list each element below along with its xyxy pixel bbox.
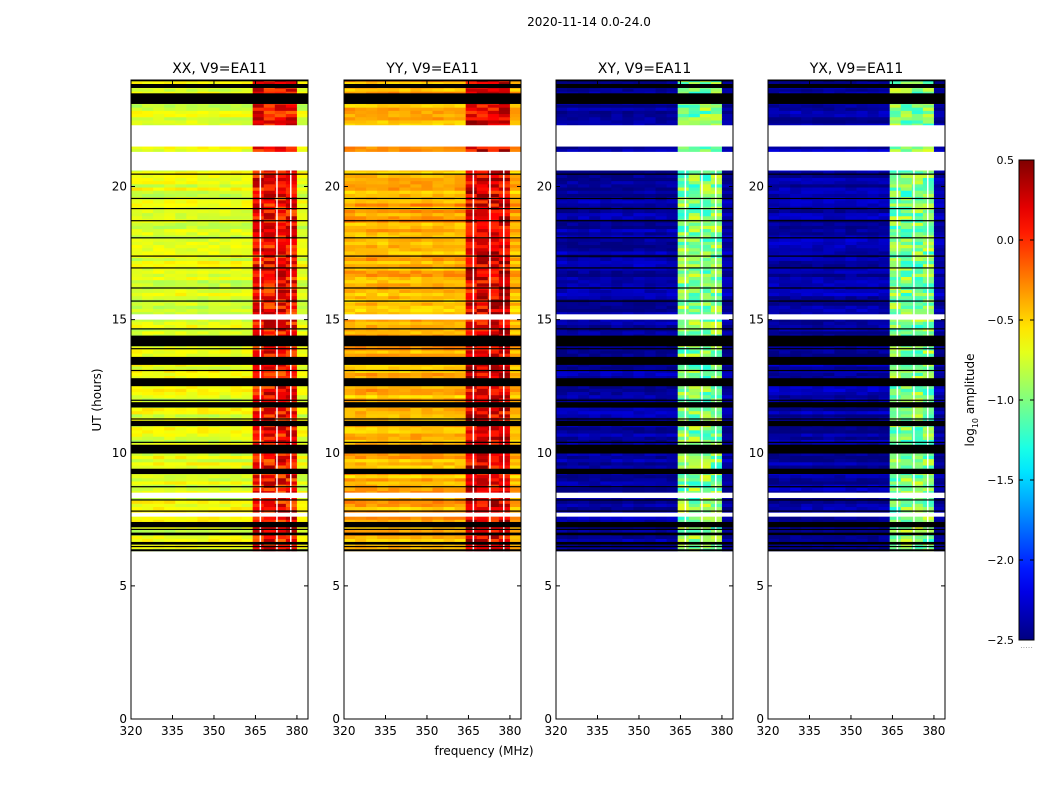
x-tick-label: 350 xyxy=(628,724,651,738)
panel-frame xyxy=(343,79,522,720)
y-tick-label: 20 xyxy=(325,180,340,194)
y-tick-label: 10 xyxy=(537,446,552,460)
panel-yy: YY, V9=EA11 320 335 350 365 380 0 5 10 15 20 xyxy=(325,61,522,738)
y-tick-label: 15 xyxy=(112,313,127,327)
y-tick-label: 15 xyxy=(325,313,340,327)
colorbar-tick-label: −2.5 xyxy=(987,634,1014,647)
y-tick-label: 15 xyxy=(749,313,764,327)
y-tick-label: 20 xyxy=(749,180,764,194)
x-tick-label: 365 xyxy=(881,724,904,738)
x-tick-label: 380 xyxy=(285,724,308,738)
x-tick-label: 335 xyxy=(586,724,609,738)
x-axis-label: frequency (MHz) xyxy=(434,744,533,758)
x-tick-label: 350 xyxy=(416,724,439,738)
colorbar-label: log10 amplitude xyxy=(963,354,980,447)
y-tick-label: 10 xyxy=(112,446,127,460)
y-tick-label: 0 xyxy=(332,712,340,726)
x-tick-label: 380 xyxy=(710,724,733,738)
x-tick-label: 365 xyxy=(457,724,480,738)
y-tick-label: 5 xyxy=(119,579,127,593)
y-tick-label: 5 xyxy=(756,579,764,593)
colorbar-tick-label: −0.5 xyxy=(987,314,1014,327)
y-tick-label: 5 xyxy=(332,579,340,593)
panel-title: XY, V9=EA11 xyxy=(598,61,692,77)
panel-frame xyxy=(555,79,734,720)
colorbar: 0.5 0.0 −0.5 −1.0 −1.5 −2.0 −2.5 ..... log10 amp… xyxy=(963,154,1035,650)
colorbar-tick-label: −1.0 xyxy=(987,394,1014,407)
colorbar-tick-label: −2.0 xyxy=(987,554,1014,567)
panel-frame xyxy=(130,79,309,720)
x-tick-label: 335 xyxy=(798,724,821,738)
x-tick-label: 335 xyxy=(161,724,184,738)
y-tick-label: 20 xyxy=(537,180,552,194)
panel-title: XX, V9=EA11 xyxy=(172,61,267,77)
heatmap-cells xyxy=(768,80,945,719)
panel-frame xyxy=(767,79,946,720)
colorbar-tick-label: 0.5 xyxy=(997,154,1015,167)
y-tick-label: 10 xyxy=(325,446,340,460)
panel-xy: XY, V9=EA11 320 335 350 365 380 0 5 10 15 20 xyxy=(537,61,734,738)
x-tick-label: 320 xyxy=(120,724,143,738)
x-tick-label: 365 xyxy=(669,724,692,738)
x-tick-label: 380 xyxy=(498,724,521,738)
panel-yx: YX, V9=EA11 320 335 350 365 380 0 5 10 15 20 xyxy=(749,61,946,738)
figure-suptitle: 2020-11-14 0.0-24.0 xyxy=(527,15,651,29)
x-tick-label: 320 xyxy=(757,724,780,738)
heatmap-cells xyxy=(556,80,733,719)
y-tick-label: 10 xyxy=(749,446,764,460)
y-tick-label: 5 xyxy=(544,579,552,593)
heatmap-cells xyxy=(131,80,308,719)
colorbar-note: ..... xyxy=(1020,641,1033,650)
panel-title: YX, V9=EA11 xyxy=(809,61,904,77)
y-tick-label: 15 xyxy=(537,313,552,327)
y-axis-label: UT (hours) xyxy=(90,368,104,431)
x-tick-label: 350 xyxy=(840,724,863,738)
y-tick-label: 0 xyxy=(119,712,127,726)
colorbar-tick-label: 0.0 xyxy=(997,234,1015,247)
x-tick-label: 320 xyxy=(333,724,356,738)
x-tick-label: 380 xyxy=(922,724,945,738)
y-tick-label: 0 xyxy=(544,712,552,726)
panel-xx: XX, V9=EA11 320 335 350 365 380 0 5 10 15 20 xyxy=(112,61,309,738)
colorbar-tick-label: −1.5 xyxy=(987,474,1014,487)
panel-title: YY, V9=EA11 xyxy=(385,61,478,77)
y-tick-label: 20 xyxy=(112,180,127,194)
y-tick-label: 0 xyxy=(756,712,764,726)
x-tick-label: 335 xyxy=(374,724,397,738)
x-tick-label: 365 xyxy=(244,724,267,738)
x-tick-label: 350 xyxy=(203,724,226,738)
heatmap-cells xyxy=(344,80,521,719)
x-tick-label: 320 xyxy=(545,724,568,738)
